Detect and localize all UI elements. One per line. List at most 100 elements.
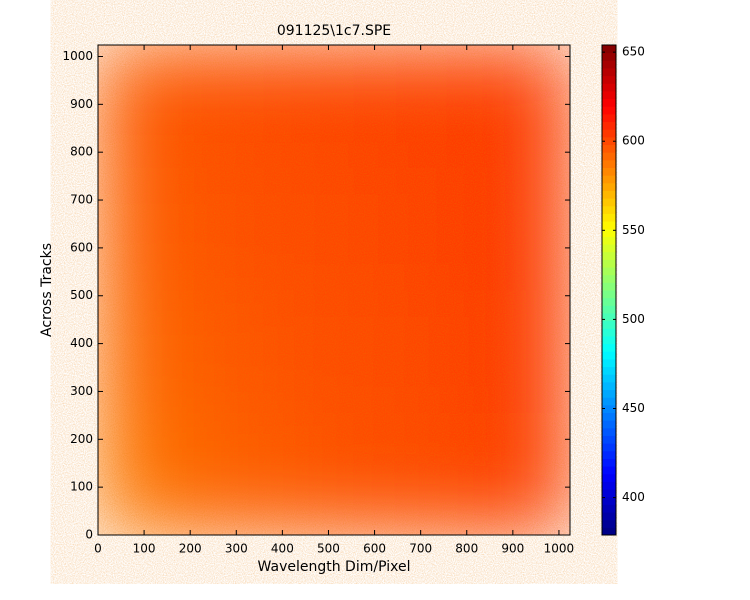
colorbar-swatch <box>602 458 616 467</box>
noise-texture <box>98 45 570 535</box>
colorbar-swatch <box>602 466 616 475</box>
colorbar-tick-label: 650 <box>622 45 645 59</box>
x-tick-label: 500 <box>317 542 340 556</box>
colorbar-swatch <box>602 113 616 123</box>
y-tick-label: 200 <box>70 432 93 446</box>
x-tick-label: 200 <box>179 542 202 556</box>
y-tick-label: 100 <box>70 480 93 494</box>
colorbar-tick-label: 550 <box>622 223 645 237</box>
colorbar-swatch <box>602 435 616 444</box>
colorbar-frame <box>601 44 617 536</box>
x-tick-label: 600 <box>363 542 386 556</box>
colorbar-swatch <box>602 60 616 69</box>
colorbar-swatch <box>602 427 616 436</box>
x-tick-label: 400 <box>271 542 294 556</box>
colorbar-swatch <box>602 75 616 84</box>
y-tick-label: 800 <box>70 145 93 159</box>
colorbar-swatch <box>602 182 616 191</box>
colorbar-swatch <box>602 221 616 230</box>
colorbar-swatch <box>602 420 616 429</box>
x-tick-label: 0 <box>94 542 102 556</box>
colorbar-swatch <box>602 381 616 391</box>
colorbar-swatch <box>602 358 616 368</box>
plot-frame <box>97 44 571 536</box>
colorbar-swatch <box>602 519 616 528</box>
colorbar-swatch <box>602 397 616 406</box>
colorbar-swatch <box>602 450 616 459</box>
y-axis-label: Across Tracks <box>39 243 55 337</box>
colorbar-swatch <box>602 259 616 268</box>
colorbar-swatch <box>602 90 616 100</box>
x-tick-label: 800 <box>455 542 478 556</box>
colorbar-tick-label: 600 <box>622 134 645 148</box>
x-axis-label: Wavelength Dim/Pixel <box>258 559 411 575</box>
colorbar-swatch <box>602 45 616 54</box>
colorbar-swatch <box>602 404 616 413</box>
colorbar-swatch <box>602 512 616 521</box>
colorbar-swatch <box>602 106 616 115</box>
colorbar-swatch <box>602 67 616 77</box>
y-tick-label: 300 <box>70 384 93 398</box>
colorbar-swatch <box>602 274 616 283</box>
x-tick-label: 900 <box>501 542 524 556</box>
x-tick-label: 100 <box>133 542 156 556</box>
colorbar-swatch <box>602 159 616 168</box>
colorbar-swatch <box>602 267 616 276</box>
colorbar-swatch <box>602 213 616 222</box>
x-tick-label: 700 <box>409 542 432 556</box>
colorbar-swatch <box>602 228 616 237</box>
y-tick-label: 900 <box>70 97 93 111</box>
colorbar-swatch <box>602 335 616 345</box>
colorbar-swatch <box>602 290 616 299</box>
colorbar-swatch <box>602 236 616 245</box>
y-tick-label: 600 <box>70 240 93 254</box>
colorbar-swatch <box>602 198 616 207</box>
colorbar-swatch <box>602 489 616 498</box>
x-tick-label: 300 <box>225 542 248 556</box>
colorbar-swatch <box>602 244 616 253</box>
colorbar-swatch <box>602 251 616 260</box>
colorbar-swatch <box>602 175 616 184</box>
colorbar-swatch <box>602 167 616 176</box>
colorbar-swatch <box>602 144 616 153</box>
colorbar-swatch <box>602 136 616 146</box>
colorbar-swatch <box>602 389 616 398</box>
y-tick-label: 400 <box>70 336 93 350</box>
colorbar-tick-label: 450 <box>622 401 645 415</box>
colorbar-swatch <box>602 443 616 452</box>
colorbar-swatch <box>602 205 616 214</box>
colorbar-swatch <box>602 190 616 199</box>
colorbar-swatch <box>602 98 616 107</box>
colorbar-swatch <box>602 496 616 505</box>
colorbar-swatch <box>602 412 616 421</box>
colorbar-swatch <box>602 473 616 482</box>
colorbar-tick-label: 500 <box>622 312 645 326</box>
colorbar-swatch <box>602 121 616 130</box>
colorbar-swatch <box>602 320 616 329</box>
colorbar-tick-label: 400 <box>622 490 645 504</box>
colorbar-swatch <box>602 152 616 161</box>
colorbar-swatch <box>602 504 616 513</box>
colorbar-swatch <box>602 366 616 375</box>
colorbar-swatch <box>602 129 616 138</box>
colorbar-swatch <box>602 83 616 92</box>
y-tick-label: 700 <box>70 193 93 207</box>
colorbar-swatch <box>602 297 616 306</box>
colorbar-swatch <box>602 52 616 61</box>
colorbar-swatch <box>602 312 616 322</box>
colorbar <box>602 45 616 536</box>
colorbar-swatch <box>602 343 616 352</box>
colorbar-swatch <box>602 527 616 536</box>
y-tick-label: 1000 <box>62 49 93 63</box>
colorbar-swatch <box>602 305 616 314</box>
y-tick-label: 0 <box>85 528 93 542</box>
colorbar-swatch <box>602 351 616 360</box>
colorbar-swatch <box>602 328 616 337</box>
chart-title: 091125\1c7.SPE <box>277 23 391 39</box>
y-tick-label: 500 <box>70 288 93 302</box>
x-tick-label: 1000 <box>544 542 575 556</box>
colorbar-swatch <box>602 374 616 383</box>
colorbar-swatch <box>602 282 616 291</box>
colorbar-swatch <box>602 481 616 490</box>
